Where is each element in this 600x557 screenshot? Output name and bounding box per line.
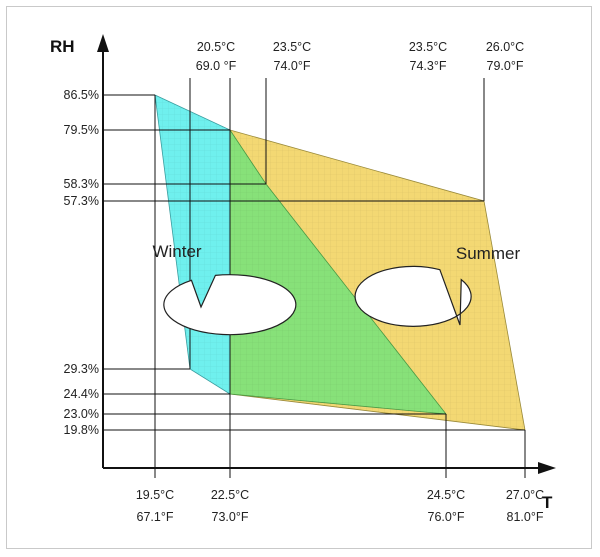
rh-tick-label: 19.8% [64,423,99,437]
x-axis-title: T [542,493,553,512]
top-fahrenheit-label: 74.0°F [274,59,311,73]
rh-labels: 86.5% 79.5% 58.3% 57.3% 29.3% 24.4% 23.0% 19.8% [64,88,99,437]
bottom-celsius-label: 19.5°C [136,488,174,502]
rh-tick-label: 23.0% [64,407,99,421]
bottom-celsius-label: 24.5°C [427,488,465,502]
bottom-fahrenheit-label: 81.0°F [507,510,544,524]
rh-tick-label: 58.3% [64,177,99,191]
bottom-fahrenheit-label: 76.0°F [428,510,465,524]
summer-callout-text: Summer [456,244,521,263]
bottom-celsius-label: 27.0°C [506,488,544,502]
rh-tick-label: 86.5% [64,88,99,102]
top-celsius-label: 23.5°C [409,40,447,54]
rh-tick-label: 24.4% [64,387,99,401]
y-axis-title: RH [50,37,75,56]
top-fahrenheit-label: 74.3°F [410,59,447,73]
summer-callout-bubble [354,265,472,327]
top-celsius-label: 26.0°C [486,40,524,54]
y-axis-arrow [97,34,109,52]
bottom-fahrenheit-label: 73.0°F [212,510,249,524]
rh-tick-label: 57.3% [64,194,99,208]
x-axis-arrow [538,462,556,474]
top-temperature-labels: 20.5°C 69.0 °F 23.5°C 74.0°F 23.5°C 74.3°F 26.… [196,40,524,73]
axes: RH T [50,34,556,512]
winter-callout-text: Winter [152,242,201,261]
guide-lines [103,78,526,478]
bottom-fahrenheit-label: 67.1°F [137,510,174,524]
winter-callout-bubble [163,274,297,336]
top-celsius-label: 20.5°C [197,40,235,54]
rh-tick-label: 29.3% [64,362,99,376]
top-fahrenheit-label: 69.0 °F [196,59,237,73]
bottom-celsius-label: 22.5°C [211,488,249,502]
top-fahrenheit-label: 79.0°F [487,59,524,73]
winter-callout: Winter [152,242,297,336]
bottom-temperature-labels: 19.5°C 67.1°F 22.5°C 73.0°F 24.5°C 76.0°F 27.0… [136,488,544,524]
summer-callout: Summer [354,244,521,327]
rh-tick-label: 79.5% [64,123,99,137]
top-celsius-label: 23.5°C [273,40,311,54]
